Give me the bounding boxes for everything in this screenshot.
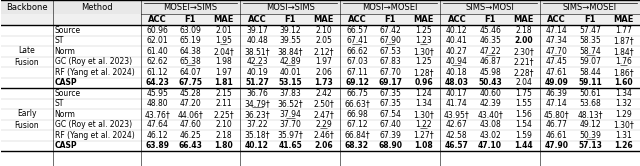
Text: 37.22: 37.22 [246,120,268,129]
Text: 1.97: 1.97 [215,68,232,77]
Text: 2.18: 2.18 [216,131,232,140]
Text: 65.19: 65.19 [180,36,202,45]
Text: 1.32: 1.32 [615,99,632,108]
Text: 63.89: 63.89 [145,141,169,150]
Text: 1.95: 1.95 [215,36,232,45]
Text: 39.12: 39.12 [280,26,301,35]
Text: 64.07: 64.07 [180,68,202,77]
Text: 63.09: 63.09 [180,26,202,35]
Text: 47.34: 47.34 [546,36,568,45]
Text: 38.51†: 38.51† [244,47,270,56]
Text: 47.90: 47.90 [545,141,569,150]
Text: 60.96: 60.96 [146,26,168,35]
Text: 34.79†: 34.79† [244,99,270,108]
Text: MAE: MAE [613,15,634,24]
Text: ST: ST [54,99,64,108]
Text: 57.13: 57.13 [578,141,602,150]
Text: 45.95: 45.95 [146,89,168,98]
Text: 1.30†: 1.30† [613,120,634,129]
Text: 2.00: 2.00 [514,36,532,45]
Text: 58.35: 58.35 [579,36,601,45]
Text: 2.15: 2.15 [216,89,232,98]
Text: 61.12: 61.12 [147,68,168,77]
Text: 67.83: 67.83 [380,57,401,66]
Text: 40.60: 40.60 [479,89,501,98]
Text: MAE: MAE [314,15,334,24]
Text: 59.07: 59.07 [579,57,601,66]
Text: 1.25: 1.25 [415,57,432,66]
Text: RF (Yang et al. 2024): RF (Yang et al. 2024) [54,68,134,77]
Text: 58.44: 58.44 [579,68,601,77]
Text: 1.25: 1.25 [415,26,432,35]
Text: 1.44: 1.44 [514,141,532,150]
Text: 42.58: 42.58 [446,131,468,140]
Text: 36.23†: 36.23† [244,110,270,119]
Text: F1: F1 [484,15,496,24]
Text: 1.22: 1.22 [415,120,432,129]
Text: 43.08: 43.08 [479,120,501,129]
Text: MOSI→SIMS: MOSI→SIMS [266,2,315,11]
Text: 1.34: 1.34 [615,89,632,98]
Text: 2.42: 2.42 [316,89,332,98]
Text: ACC: ACC [348,15,366,24]
Text: 2.30†: 2.30† [513,47,534,56]
Text: 67.54: 67.54 [380,110,401,119]
Text: F1: F1 [584,15,596,24]
Text: 50.61: 50.61 [579,89,601,98]
Text: 65.38: 65.38 [180,57,202,66]
Text: 61.40: 61.40 [147,47,168,56]
Text: 1.75: 1.75 [515,89,532,98]
Text: 46.25: 46.25 [180,131,202,140]
Text: 66.57: 66.57 [346,26,368,35]
Text: 47.14: 47.14 [546,99,568,108]
Text: SIMS→MOSI: SIMS→MOSI [466,2,515,11]
Text: 57.47: 57.47 [579,26,601,35]
Text: 38.84†: 38.84† [278,47,303,56]
Text: 67.03: 67.03 [346,57,368,66]
Text: 59.11: 59.11 [578,78,602,87]
Text: 40.41: 40.41 [446,36,468,45]
Text: 42.23: 42.23 [246,57,268,66]
Text: 66.84†: 66.84† [344,131,370,140]
Text: 48.03: 48.03 [445,78,469,87]
Text: 1.77: 1.77 [615,26,632,35]
Text: 1.26: 1.26 [614,141,633,150]
Text: 35.18†: 35.18† [244,131,270,140]
Text: RF (Yang et al. 2024): RF (Yang et al. 2024) [54,131,134,140]
Text: 1.60: 1.60 [614,78,633,87]
Text: 49.09: 49.09 [545,78,569,87]
Text: 40.94: 40.94 [446,57,468,66]
Text: 66.98: 66.98 [346,110,368,119]
Text: 37.70: 37.70 [280,120,301,129]
Text: 46.87: 46.87 [479,57,501,66]
Text: 40.19: 40.19 [246,68,268,77]
Text: 46.57: 46.57 [445,141,468,150]
Text: ST: ST [54,36,64,45]
Text: 2.11: 2.11 [216,99,232,108]
Text: 1.54: 1.54 [515,120,532,129]
Text: 45.98: 45.98 [479,68,501,77]
Text: 2.25†: 2.25† [214,110,234,119]
Text: 37.83: 37.83 [280,89,301,98]
Text: 0.96: 0.96 [414,78,433,87]
Text: 67.42: 67.42 [380,26,401,35]
Text: 53.68: 53.68 [579,99,601,108]
Text: 1.55: 1.55 [515,99,532,108]
Text: 40.27: 40.27 [446,47,468,56]
Text: 47.64: 47.64 [146,120,168,129]
Text: 2.50†: 2.50† [314,99,334,108]
Text: Late
Fusion: Late Fusion [14,46,39,67]
Text: ACC: ACC [248,15,266,24]
Text: MAE: MAE [214,15,234,24]
Text: 46.35: 46.35 [479,36,501,45]
Text: 42.89: 42.89 [280,57,301,66]
Text: 2.05: 2.05 [316,36,332,45]
Text: 69.12: 69.12 [345,78,369,87]
Text: 67.12: 67.12 [346,120,368,129]
Text: 49.12: 49.12 [579,120,601,129]
Text: 1.27†: 1.27† [413,131,434,140]
Text: Norm: Norm [54,110,76,119]
Text: 45.46: 45.46 [479,26,501,35]
Text: 43.95†: 43.95† [444,110,470,119]
